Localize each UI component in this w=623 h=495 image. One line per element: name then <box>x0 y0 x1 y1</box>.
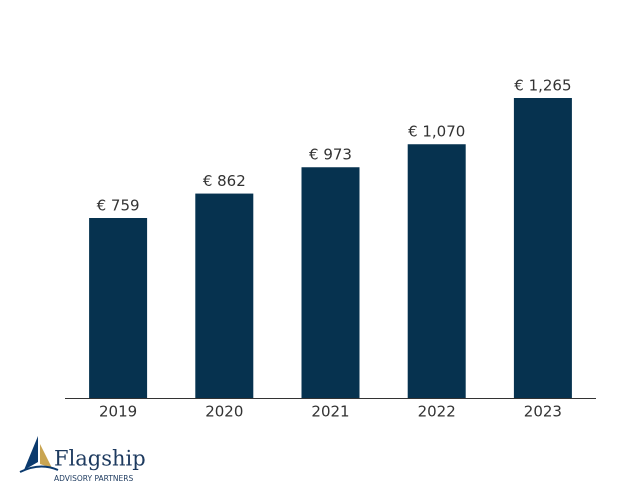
logo-sail <box>24 436 38 470</box>
x-tick-label: 2022 <box>418 403 456 421</box>
bar <box>407 144 466 398</box>
value-label: € 759 <box>97 197 140 215</box>
value-label: € 973 <box>309 146 352 164</box>
bar <box>89 218 148 398</box>
bar <box>195 193 254 398</box>
bar <box>513 98 572 398</box>
logo: Flagship ADVISORY PARTNERS <box>19 436 146 483</box>
value-label: € 862 <box>203 172 246 190</box>
x-tick-label: 2019 <box>99 403 137 421</box>
logo-sail <box>40 444 52 468</box>
x-tick-label: 2023 <box>524 403 562 421</box>
logo-tagline: ADVISORY PARTNERS <box>54 474 133 483</box>
value-label: € 1,265 <box>514 77 571 95</box>
logo-wave <box>19 465 59 473</box>
bar <box>301 167 360 398</box>
value-label: € 1,070 <box>408 123 465 141</box>
logo-name: Flagship <box>54 447 146 471</box>
x-tick-label: 2021 <box>311 403 349 421</box>
x-tick-label: 2020 <box>205 403 243 421</box>
